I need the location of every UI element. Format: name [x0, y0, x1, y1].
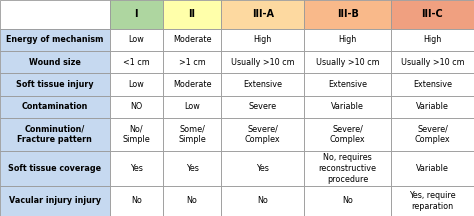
Text: III-A: III-A: [252, 9, 273, 19]
Text: Extensive: Extensive: [328, 80, 367, 89]
Text: No/
Simple: No/ Simple: [122, 125, 150, 144]
Bar: [391, 29, 474, 51]
Text: Severe/
Complex: Severe/ Complex: [330, 125, 365, 144]
Bar: [221, 0, 304, 29]
Text: I: I: [135, 9, 138, 19]
Text: Usually >10 cm: Usually >10 cm: [231, 58, 294, 67]
Bar: [110, 151, 163, 186]
Bar: [221, 151, 304, 186]
Text: Variable: Variable: [416, 164, 449, 173]
Bar: [110, 0, 163, 29]
Text: No: No: [131, 197, 142, 205]
Bar: [304, 73, 391, 96]
Bar: [110, 118, 163, 151]
Bar: [304, 118, 391, 151]
Text: No: No: [342, 197, 353, 205]
Text: II: II: [189, 9, 195, 19]
Text: No: No: [187, 197, 198, 205]
Bar: [163, 151, 221, 186]
Bar: [163, 118, 221, 151]
Bar: [163, 29, 221, 51]
Bar: [391, 186, 474, 216]
Text: No, requires
reconstructive
procedure: No, requires reconstructive procedure: [319, 153, 377, 184]
Text: Moderate: Moderate: [173, 35, 211, 44]
Bar: [163, 96, 221, 118]
Text: <1 cm: <1 cm: [123, 58, 150, 67]
Text: High: High: [254, 35, 272, 44]
Text: Vacular injury injury: Vacular injury injury: [9, 197, 101, 205]
Bar: [391, 0, 474, 29]
Bar: [0, 118, 110, 151]
Text: High: High: [423, 35, 442, 44]
Text: Energy of mechanism: Energy of mechanism: [6, 35, 104, 44]
Text: Yes: Yes: [256, 164, 269, 173]
Bar: [221, 186, 304, 216]
Text: Severe/
Complex: Severe/ Complex: [245, 125, 281, 144]
Bar: [163, 73, 221, 96]
Text: >1 cm: >1 cm: [179, 58, 205, 67]
Text: No: No: [257, 197, 268, 205]
Bar: [110, 186, 163, 216]
Text: Yes, require
reparation: Yes, require reparation: [409, 191, 456, 211]
Bar: [304, 51, 391, 73]
Text: Severe: Severe: [249, 102, 277, 111]
Bar: [0, 29, 110, 51]
Text: Low: Low: [128, 80, 144, 89]
Text: High: High: [338, 35, 357, 44]
Text: Yes: Yes: [186, 164, 199, 173]
Text: Wound size: Wound size: [29, 58, 81, 67]
Text: Usually >10 cm: Usually >10 cm: [316, 58, 379, 67]
Bar: [391, 73, 474, 96]
Bar: [221, 118, 304, 151]
Bar: [0, 73, 110, 96]
Bar: [221, 96, 304, 118]
Bar: [110, 51, 163, 73]
Bar: [0, 0, 110, 29]
Bar: [304, 186, 391, 216]
Bar: [304, 96, 391, 118]
Bar: [163, 0, 221, 29]
Text: Variable: Variable: [416, 102, 449, 111]
Bar: [0, 96, 110, 118]
Bar: [391, 96, 474, 118]
Bar: [0, 51, 110, 73]
Bar: [0, 151, 110, 186]
Bar: [391, 51, 474, 73]
Bar: [163, 186, 221, 216]
Bar: [110, 96, 163, 118]
Bar: [304, 29, 391, 51]
Text: Contamination: Contamination: [22, 102, 88, 111]
Text: NO: NO: [130, 102, 142, 111]
Text: Some/
Simple: Some/ Simple: [178, 125, 206, 144]
Text: Yes: Yes: [130, 164, 143, 173]
Text: Variable: Variable: [331, 102, 364, 111]
Bar: [391, 151, 474, 186]
Bar: [391, 118, 474, 151]
Text: III-B: III-B: [337, 9, 358, 19]
Bar: [304, 0, 391, 29]
Text: Extensive: Extensive: [243, 80, 282, 89]
Text: Conminution/
Fracture pattern: Conminution/ Fracture pattern: [18, 125, 92, 144]
Text: Moderate: Moderate: [173, 80, 211, 89]
Bar: [163, 51, 221, 73]
Bar: [110, 29, 163, 51]
Bar: [221, 51, 304, 73]
Bar: [221, 73, 304, 96]
Text: Usually >10 cm: Usually >10 cm: [401, 58, 465, 67]
Bar: [221, 29, 304, 51]
Text: Low: Low: [184, 102, 200, 111]
Text: III-C: III-C: [421, 9, 443, 19]
Bar: [0, 186, 110, 216]
Text: Low: Low: [128, 35, 144, 44]
Text: Soft tissue injury: Soft tissue injury: [16, 80, 94, 89]
Bar: [304, 151, 391, 186]
Bar: [110, 73, 163, 96]
Text: Severe/
Complex: Severe/ Complex: [415, 125, 450, 144]
Text: Soft tissue coverage: Soft tissue coverage: [9, 164, 101, 173]
Text: Extensive: Extensive: [413, 80, 452, 89]
